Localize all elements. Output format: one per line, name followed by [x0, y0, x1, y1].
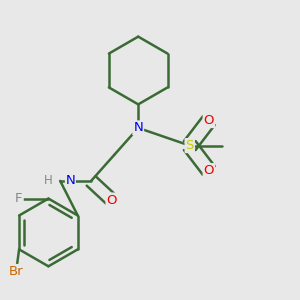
Text: N: N: [65, 174, 75, 188]
Text: S: S: [186, 139, 194, 152]
Text: O: O: [106, 194, 117, 207]
Text: O: O: [204, 114, 214, 127]
Text: O: O: [204, 164, 214, 177]
Text: Br: Br: [9, 265, 23, 278]
Text: N: N: [133, 122, 143, 134]
Text: F: F: [15, 192, 23, 205]
Text: H: H: [44, 174, 53, 188]
